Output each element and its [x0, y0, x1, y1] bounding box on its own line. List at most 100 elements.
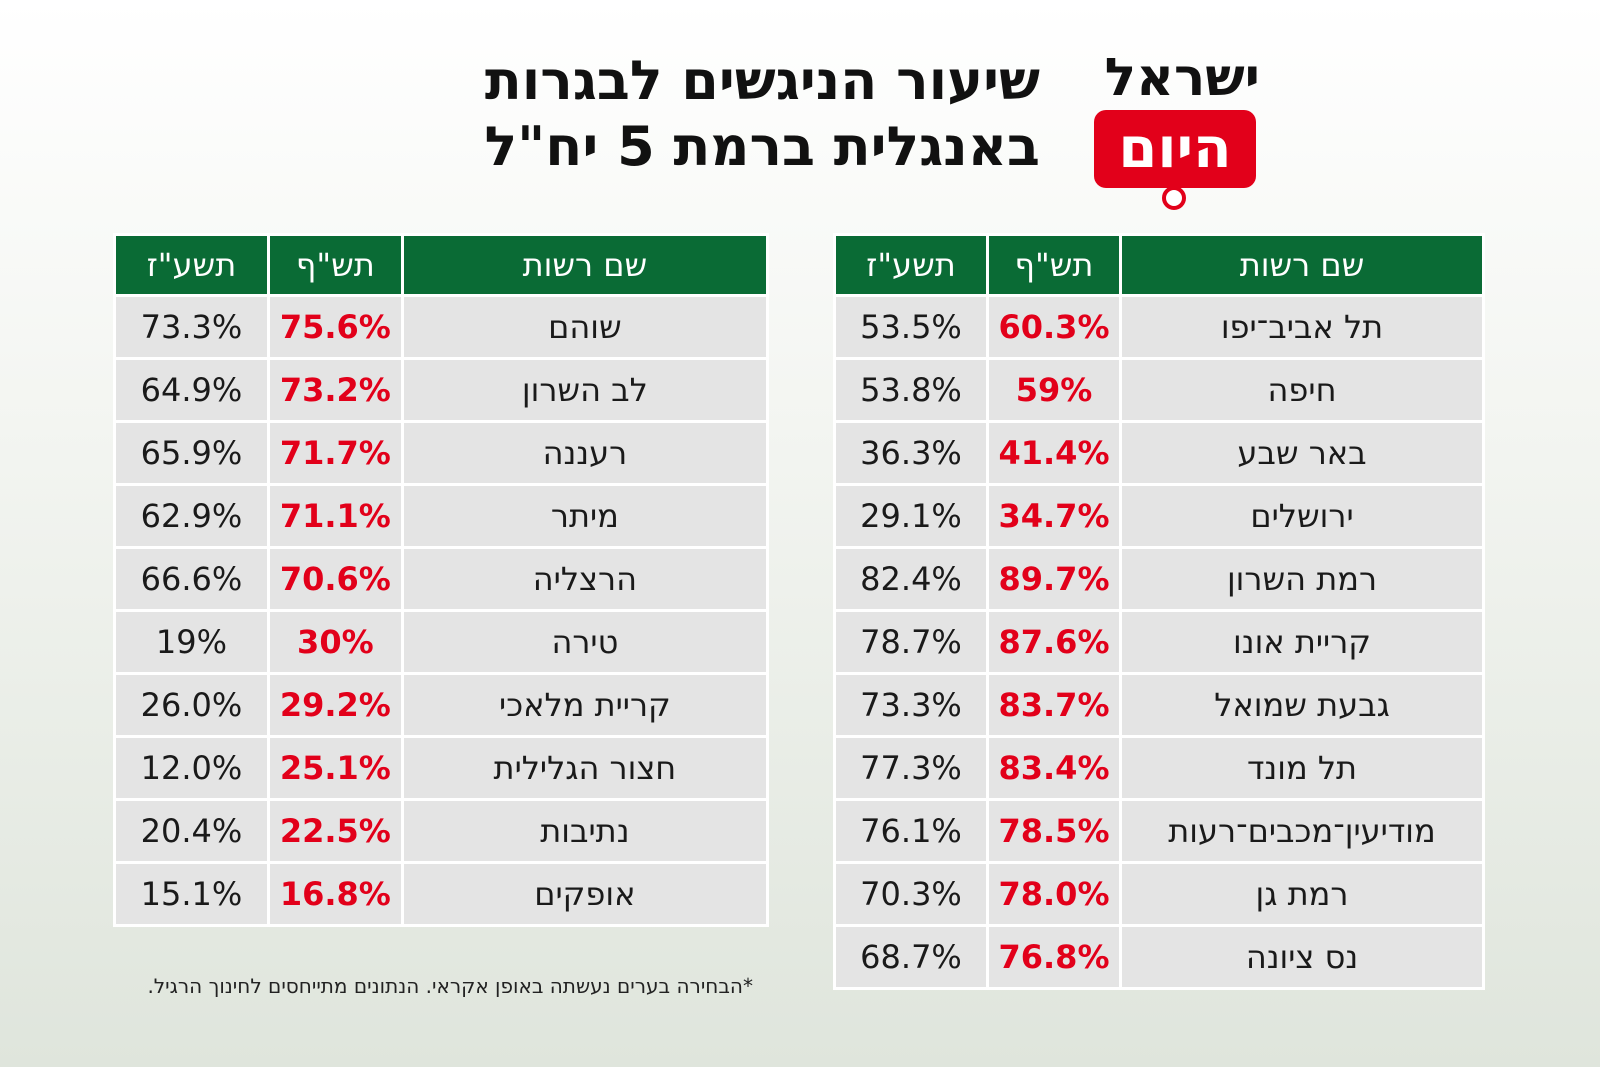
cell-previous-year-value: 73.3% — [836, 675, 986, 735]
table-row: רמת גן 78.0% 70.3% — [836, 864, 1482, 924]
cell-current-year-value: 83.7% — [989, 675, 1119, 735]
logo-dot-icon — [1162, 186, 1186, 210]
table-row: רעננה 71.7% 65.9% — [116, 423, 766, 483]
cell-current-year-value: 73.2% — [269, 360, 401, 420]
table-row: באר שבע 41.4% 36.3% — [836, 423, 1482, 483]
cell-current-year-value: 87.6% — [989, 612, 1119, 672]
header-previous-year: תשע"ז — [836, 236, 986, 294]
cell-previous-year-value: 36.3% — [836, 423, 986, 483]
cell-authority-name: נתיבות — [403, 801, 766, 861]
cell-authority-name: שוהם — [403, 297, 766, 357]
logo-top-text: ישראל — [1104, 48, 1260, 108]
cell-authority-name: גבעת שמואל — [1122, 675, 1482, 735]
header-current-year: תש"ף — [269, 236, 401, 294]
table-row: רמת השרון 89.7% 82.4% — [836, 549, 1482, 609]
table-row: גבעת שמואל 83.7% 73.3% — [836, 675, 1482, 735]
table-header-row: שם רשות תש"ף תשע"ז — [116, 236, 766, 294]
header-previous-year: תשע"ז — [116, 236, 267, 294]
cell-previous-year-value: 19% — [116, 612, 267, 672]
cell-current-year-value: 83.4% — [989, 738, 1119, 798]
cell-current-year-value: 78.5% — [989, 801, 1119, 861]
table-row: לב השרון 73.2% 64.9% — [116, 360, 766, 420]
cell-previous-year-value: 70.3% — [836, 864, 986, 924]
cell-authority-name: תל מונד — [1122, 738, 1482, 798]
table-header-row: שם רשות תש"ף תשע"ז — [836, 236, 1482, 294]
logo-box-text: היום — [1118, 116, 1232, 181]
cell-previous-year-value: 12.0% — [116, 738, 267, 798]
cell-authority-name: באר שבע — [1122, 423, 1482, 483]
table-row: חצור הגלילית 25.1% 12.0% — [116, 738, 766, 798]
cell-authority-name: ירושלים — [1122, 486, 1482, 546]
cell-current-year-value: 60.3% — [989, 297, 1119, 357]
cell-authority-name: טירה — [403, 612, 766, 672]
cell-authority-name: חצור הגלילית — [403, 738, 766, 798]
cell-previous-year-value: 76.1% — [836, 801, 986, 861]
cell-current-year-value: 29.2% — [269, 675, 401, 735]
cell-authority-name: חיפה — [1122, 360, 1482, 420]
table-row: מיתר 71.1% 62.9% — [116, 486, 766, 546]
table-row: חיפה 59% 53.8% — [836, 360, 1482, 420]
cell-previous-year-value: 29.1% — [836, 486, 986, 546]
table-left: שם רשות תש"ף תשע"ז שוהם 75.6% 73.3% לב השרו… — [113, 233, 769, 927]
cell-current-year-value: 76.8% — [989, 927, 1119, 987]
cell-current-year-value: 25.1% — [269, 738, 401, 798]
cell-previous-year-value: 77.3% — [836, 738, 986, 798]
table-row: מודיעין־מכבים־רעות 78.5% 76.1% — [836, 801, 1482, 861]
header-current-year: תש"ף — [989, 236, 1119, 294]
cell-previous-year-value: 73.3% — [116, 297, 267, 357]
page-title: שיעור הניגשים לבגרות באנגלית ברמת 5 יח"ל — [360, 48, 1041, 180]
table-row: נס ציונה 76.8% 68.7% — [836, 927, 1482, 987]
cell-authority-name: נס ציונה — [1122, 927, 1482, 987]
cell-current-year-value: 71.1% — [269, 486, 401, 546]
cell-current-year-value: 59% — [989, 360, 1119, 420]
header-name: שם רשות — [403, 236, 766, 294]
table-row: טירה 30% 19% — [116, 612, 766, 672]
cell-previous-year-value: 20.4% — [116, 801, 267, 861]
cell-current-year-value: 71.7% — [269, 423, 401, 483]
cell-authority-name: רמת גן — [1122, 864, 1482, 924]
table-row: תל אביב־יפו 60.3% 53.5% — [836, 297, 1482, 357]
cell-previous-year-value: 53.5% — [836, 297, 986, 357]
cell-previous-year-value: 68.7% — [836, 927, 986, 987]
header-name: שם רשות — [1122, 236, 1482, 294]
cell-previous-year-value: 15.1% — [116, 864, 267, 924]
cell-authority-name: אופקים — [403, 864, 766, 924]
cell-authority-name: לב השרון — [403, 360, 766, 420]
cell-previous-year-value: 53.8% — [836, 360, 986, 420]
table-row: קריית מלאכי 29.2% 26.0% — [116, 675, 766, 735]
israel-hayom-logo: ישראל היום — [1090, 48, 1260, 210]
footnote: *הבחירה בערים נעשתה באופן אקראי. הנתונים… — [147, 974, 753, 998]
cell-authority-name: רעננה — [403, 423, 766, 483]
cell-previous-year-value: 62.9% — [116, 486, 267, 546]
table-row: קריית אונו 87.6% 78.7% — [836, 612, 1482, 672]
cell-previous-year-value: 26.0% — [116, 675, 267, 735]
cell-authority-name: מודיעין־מכבים־רעות — [1122, 801, 1482, 861]
cell-authority-name: הרצליה — [403, 549, 766, 609]
table-right: שם רשות תש"ף תשע"ז תל אביב־יפו 60.3% 53.5%… — [833, 233, 1485, 990]
cell-current-year-value: 70.6% — [269, 549, 401, 609]
cell-previous-year-value: 65.9% — [116, 423, 267, 483]
cell-current-year-value: 75.6% — [269, 297, 401, 357]
table-row: נתיבות 22.5% 20.4% — [116, 801, 766, 861]
table-row: הרצליה 70.6% 66.6% — [116, 549, 766, 609]
cell-current-year-value: 41.4% — [989, 423, 1119, 483]
title-line-1: שיעור הניגשים לבגרות — [484, 49, 1040, 112]
cell-current-year-value: 30% — [269, 612, 401, 672]
cell-authority-name: מיתר — [403, 486, 766, 546]
cell-authority-name: קריית מלאכי — [403, 675, 766, 735]
cell-previous-year-value: 64.9% — [116, 360, 267, 420]
cell-authority-name: תל אביב־יפו — [1122, 297, 1482, 357]
table-row: תל מונד 83.4% 77.3% — [836, 738, 1482, 798]
table-row: שוהם 75.6% 73.3% — [116, 297, 766, 357]
cell-current-year-value: 78.0% — [989, 864, 1119, 924]
cell-previous-year-value: 66.6% — [116, 549, 267, 609]
table-row: ירושלים 34.7% 29.1% — [836, 486, 1482, 546]
cell-current-year-value: 16.8% — [269, 864, 401, 924]
cell-current-year-value: 89.7% — [989, 549, 1119, 609]
cell-authority-name: קריית אונו — [1122, 612, 1482, 672]
logo-red-box: היום — [1094, 110, 1256, 188]
cell-previous-year-value: 78.7% — [836, 612, 986, 672]
cell-previous-year-value: 82.4% — [836, 549, 986, 609]
table-row: אופקים 16.8% 15.1% — [116, 864, 766, 924]
cell-authority-name: רמת השרון — [1122, 549, 1482, 609]
